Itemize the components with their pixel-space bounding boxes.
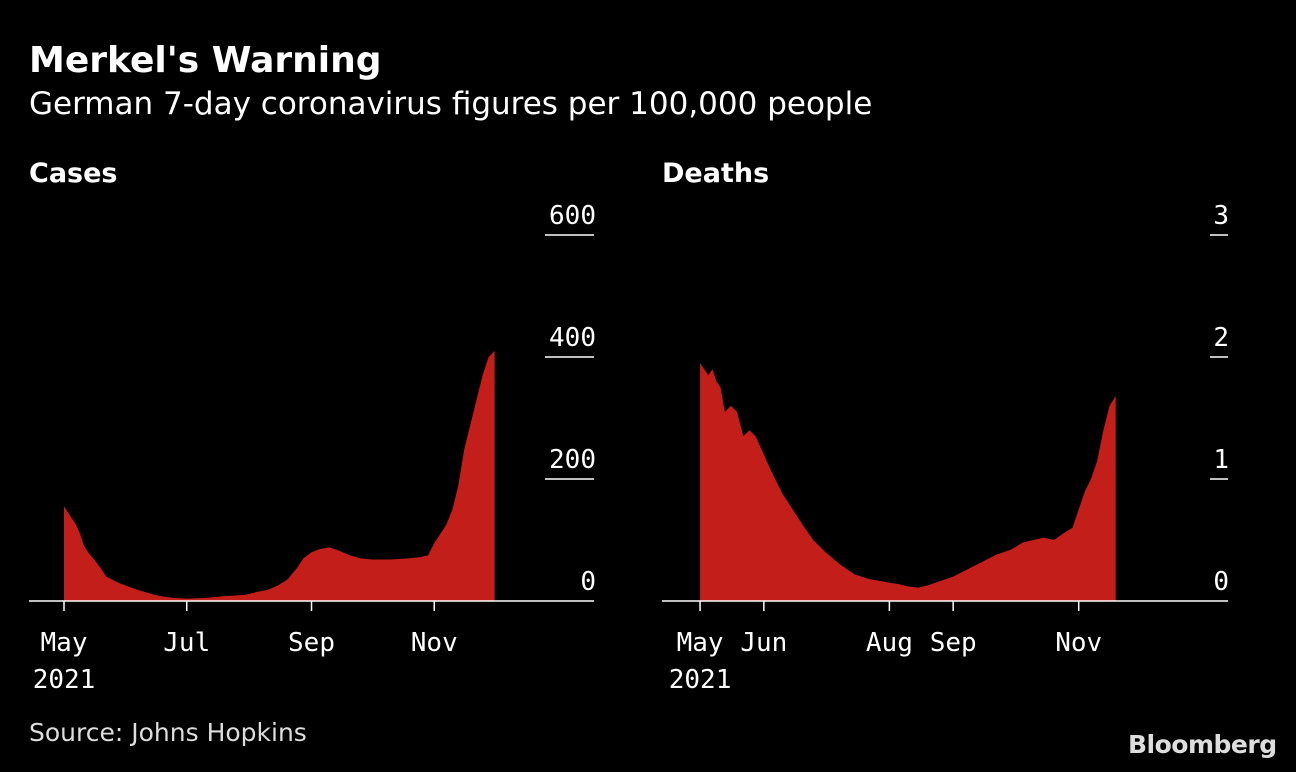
deaths-area: [700, 363, 1116, 601]
source-note: Source: Johns Hopkins: [29, 718, 307, 747]
deaths-y-tick-label: 3: [1213, 201, 1229, 231]
deaths-x-tick-label: Sep: [930, 628, 977, 658]
cases-panel-title: Cases: [29, 158, 118, 189]
cases-y-tick-label: 400: [549, 323, 596, 353]
cases-x-tick-label: Nov: [411, 628, 458, 658]
deaths-x-tick-sublabel: 2021: [669, 665, 732, 695]
cases-y-tick-label: 0: [580, 567, 596, 597]
cases-x-tick-sublabel: 2021: [33, 665, 96, 695]
chart-subtitle: German 7-day coronavirus figures per 100…: [29, 86, 873, 122]
cases-x-tick-label: Sep: [288, 628, 335, 658]
cases-y-tick-label: 600: [549, 201, 596, 231]
deaths-panel-title: Deaths: [662, 158, 770, 189]
cases-x-tick-label: Jul: [163, 628, 210, 658]
chart-title: Merkel's Warning: [29, 40, 382, 81]
cases-x-tick-label: May: [41, 628, 88, 658]
bloomberg-logo: Bloomberg: [1128, 730, 1277, 759]
cases-area: [64, 350, 495, 601]
deaths-y-tick-label: 0: [1213, 567, 1229, 597]
deaths-x-tick-label: May: [677, 628, 724, 658]
deaths-x-tick-label: Nov: [1055, 628, 1102, 658]
cases-y-tick-label: 200: [549, 445, 596, 475]
deaths-y-tick-label: 2: [1213, 323, 1229, 353]
deaths-x-tick-label: Jun: [740, 628, 787, 658]
deaths-x-tick-label: Aug: [866, 628, 913, 658]
deaths-y-tick-label: 1: [1213, 445, 1229, 475]
